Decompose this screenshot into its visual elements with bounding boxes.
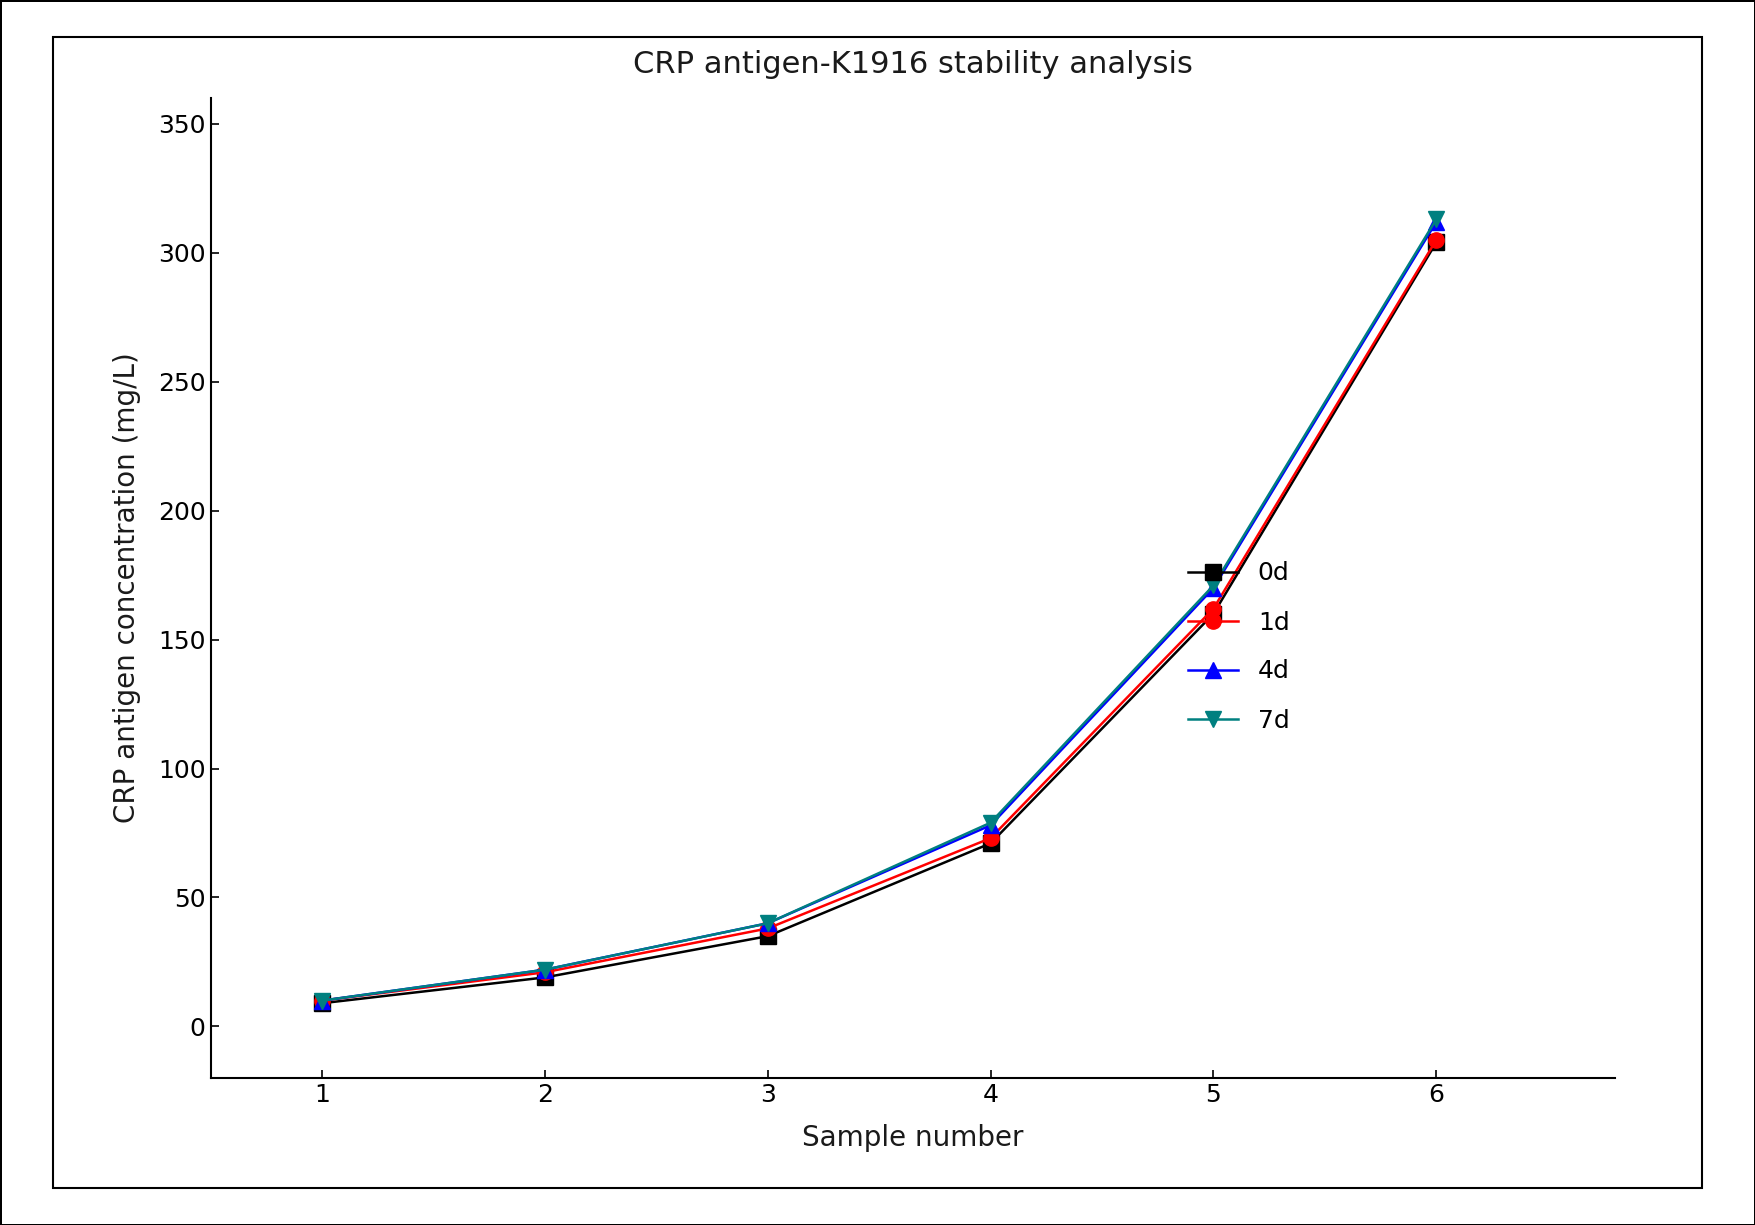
4d — [756, 916, 777, 931]
7d — [979, 816, 1000, 831]
0d — [1202, 606, 1223, 621]
4d — [979, 818, 1000, 833]
Y-axis label: CRP antigen concentration (mg/L): CRP antigen concentration (mg/L) — [114, 353, 142, 823]
X-axis label: Sample number: Sample number — [802, 1123, 1023, 1152]
4d — [311, 993, 332, 1008]
Line: 1d: 1d — [314, 233, 1444, 1008]
0d — [534, 970, 555, 985]
1d — [756, 921, 777, 936]
7d — [1425, 212, 1446, 227]
0d — [979, 835, 1000, 850]
4d — [1202, 581, 1223, 595]
0d — [311, 996, 332, 1011]
0d — [756, 929, 777, 943]
1d — [979, 831, 1000, 845]
7d — [311, 993, 332, 1008]
7d — [1202, 578, 1223, 593]
7d — [756, 916, 777, 931]
Legend: 0d, 1d, 4d, 7d: 0d, 1d, 4d, 7d — [1178, 551, 1300, 742]
Line: 0d: 0d — [314, 235, 1444, 1011]
4d — [534, 963, 555, 978]
Title: CRP antigen-K1916 stability analysis: CRP antigen-K1916 stability analysis — [632, 50, 1193, 78]
0d — [1425, 235, 1446, 250]
7d — [534, 963, 555, 978]
4d — [1425, 214, 1446, 229]
1d — [311, 993, 332, 1008]
Line: 4d: 4d — [314, 214, 1444, 1008]
1d — [534, 965, 555, 980]
1d — [1202, 601, 1223, 616]
Line: 7d: 7d — [314, 212, 1444, 1008]
1d — [1425, 233, 1446, 247]
